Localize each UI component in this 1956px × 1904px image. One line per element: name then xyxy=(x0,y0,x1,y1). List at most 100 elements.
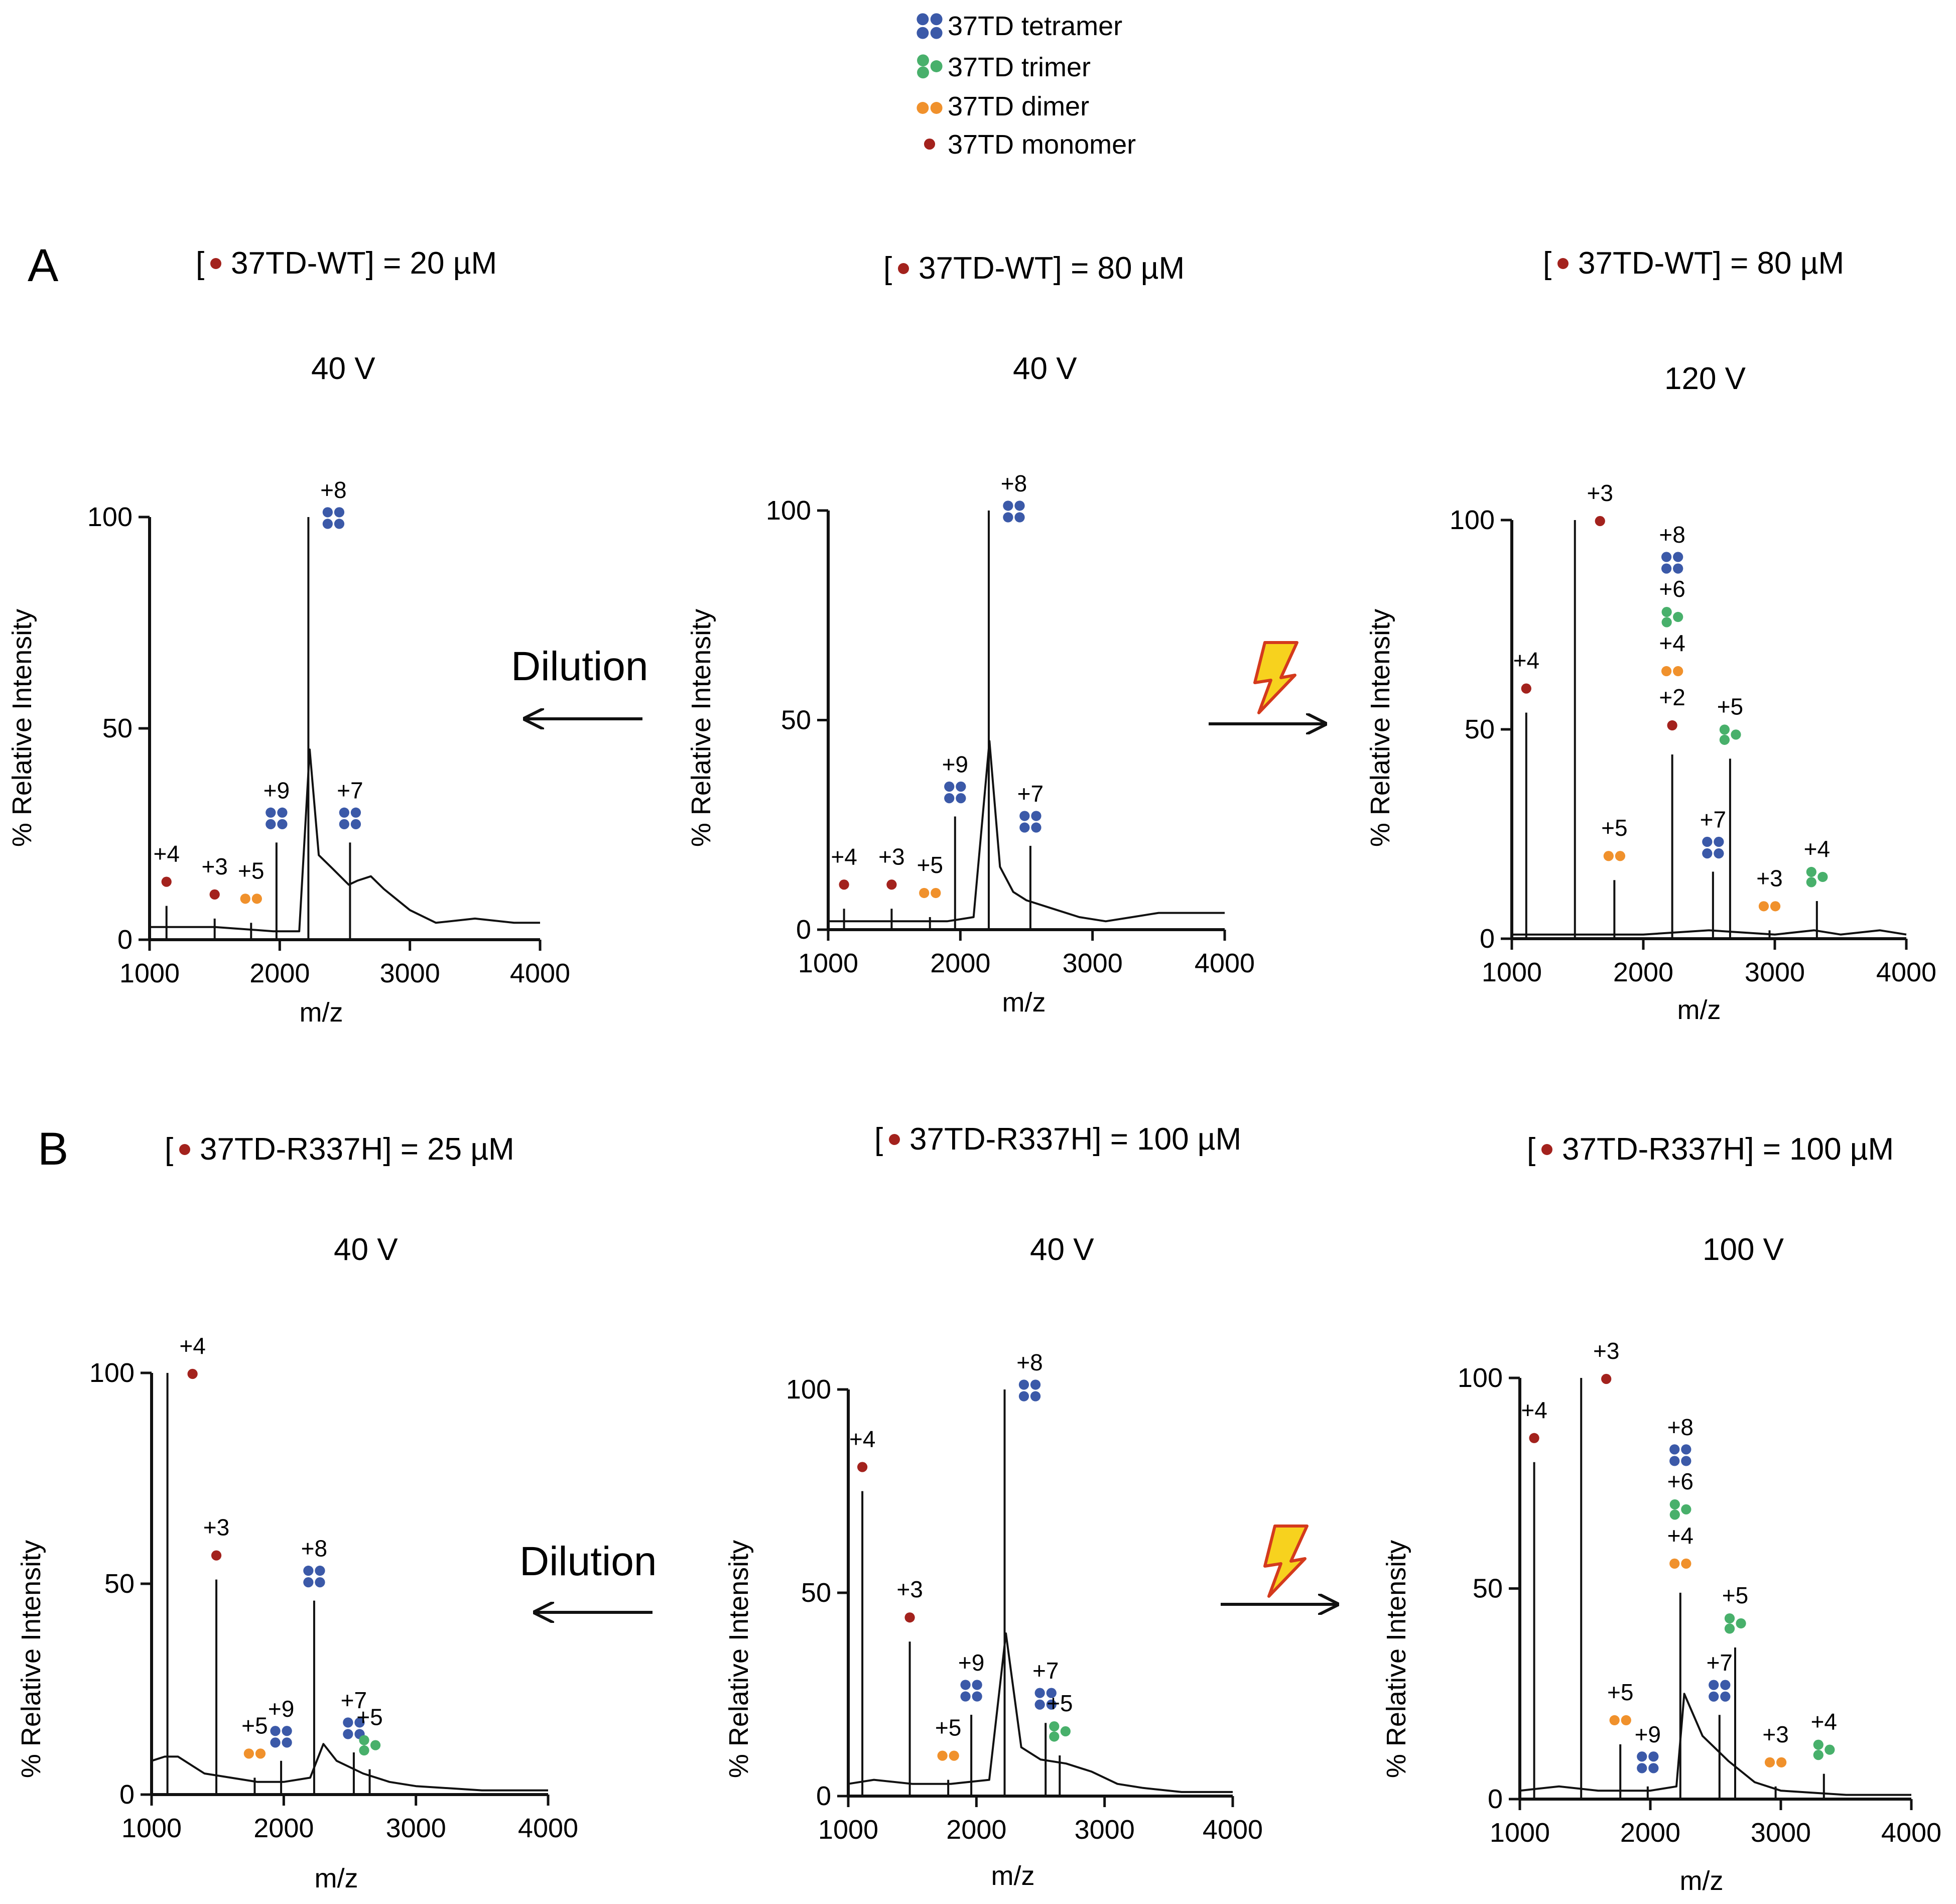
peak-charge-label: +3 xyxy=(203,1514,229,1541)
peak-charge-label: +8 xyxy=(1667,1414,1693,1440)
spectrum-baseline-trace xyxy=(1519,1693,1911,1796)
peak-charge-label: +5 xyxy=(1601,815,1627,841)
y-axis-label: % Relative Intensity xyxy=(686,609,716,847)
spectrum-panel-b-right: [37TD-R337H] = 100 µM 100 V 0 50 100 1000 2000… xyxy=(1381,1132,1941,1896)
x-tick-label: 1000 xyxy=(121,1813,182,1843)
peak-species-tetramer-icon xyxy=(266,807,288,830)
peak-species-monomer-icon xyxy=(187,1368,198,1379)
peak-species-trimer-icon xyxy=(1719,724,1741,745)
peak-species-monomer-icon xyxy=(904,1612,915,1623)
dilution-label-a: Dilution xyxy=(511,644,648,689)
legend-label-tetramer: 37TD tetramer xyxy=(948,11,1122,41)
panel-b-activation-arrow xyxy=(1221,1525,1337,1604)
spectrum-baseline-trace xyxy=(1512,929,1907,936)
chart-title-text: 37TD-WT] = 80 µM xyxy=(1578,246,1844,281)
chart-title-text: 37TD-R337H] = 100 µM xyxy=(909,1122,1241,1157)
cone-voltage-label: 40 V xyxy=(311,351,375,386)
y-tick-label: 100 xyxy=(87,502,133,532)
cone-voltage-label: 40 V xyxy=(334,1232,398,1267)
legend-label-trimer: 37TD trimer xyxy=(948,52,1091,82)
monomer-dot-icon xyxy=(898,263,909,274)
y-axis-label: % Relative Intensity xyxy=(724,1540,754,1778)
peak-charge-label: +3 xyxy=(1587,480,1613,506)
peak-charge-label: +4 xyxy=(1659,630,1685,656)
x-tick-label: 2000 xyxy=(249,958,310,988)
peak-species-dimer-icon xyxy=(1609,1715,1631,1726)
panel-a-activation-arrow xyxy=(1209,641,1325,724)
peak-charge-label: +4 xyxy=(1513,648,1539,674)
peak-charge-label: +9 xyxy=(958,1649,984,1676)
x-tick-label: 4000 xyxy=(1876,957,1936,987)
peak-charge-label: +3 xyxy=(878,843,904,869)
x-tick-label: 1000 xyxy=(798,948,858,978)
y-tick-label: 100 xyxy=(766,495,811,526)
peak-species-tetramer-icon xyxy=(270,1726,292,1748)
peak-species-tetramer-icon xyxy=(343,1717,365,1739)
peak-species-dimer-icon xyxy=(240,894,262,904)
peak-species-tetramer-icon xyxy=(322,507,345,529)
peak-charge-label: +8 xyxy=(301,1536,327,1562)
peak-charge-label: +4 xyxy=(1667,1522,1693,1549)
y-tick-label: 100 xyxy=(1458,1363,1503,1393)
cone-voltage-label: 100 V xyxy=(1703,1232,1784,1267)
peak-charge-label: +8 xyxy=(1659,522,1685,548)
y-tick-label: 0 xyxy=(119,1780,135,1810)
y-tick-label: 0 xyxy=(816,1781,831,1811)
x-tick-label: 1000 xyxy=(1482,957,1542,987)
x-tick-label: 3000 xyxy=(1075,1815,1135,1845)
x-tick-label: 3000 xyxy=(380,958,440,988)
peak-species-dimer-icon xyxy=(1669,1558,1691,1569)
x-tick-label: 2000 xyxy=(1613,957,1673,987)
chart-title: [37TD-R337H] = 100 µM xyxy=(874,1122,1241,1157)
peak-species-monomer-icon xyxy=(839,879,849,890)
x-tick-label: 2000 xyxy=(930,948,990,978)
y-tick-label: 50 xyxy=(781,705,811,735)
monomer-dot-icon xyxy=(179,1144,190,1155)
panel-letter-a: A xyxy=(28,240,59,291)
chart-title-bracket: [ xyxy=(883,251,892,286)
chart-title-text: 37TD-R337H] = 25 µM xyxy=(200,1132,514,1167)
peak-charge-label: +4 xyxy=(1811,1709,1837,1735)
peak-species-tetramer-icon xyxy=(1702,836,1724,859)
peak-species-tetramer-icon xyxy=(1019,811,1041,833)
peak-charge-label: +5 xyxy=(1722,1582,1748,1608)
panel-a-dilution-arrow: Dilution xyxy=(511,644,648,719)
legend: 37TD tetramer 37TD trimer 37TD dimer 37T… xyxy=(917,11,1136,160)
x-tick-label: 2000 xyxy=(1620,1818,1680,1848)
x-tick-label: 3000 xyxy=(1063,948,1123,978)
peak-species-tetramer-icon xyxy=(1034,1688,1057,1710)
chart-title-bracket: [ xyxy=(196,246,204,281)
chart-title: [37TD-WT] = 80 µM xyxy=(1543,246,1844,281)
peak-species-trimer-icon xyxy=(1669,1499,1691,1520)
x-axis-label: m/z xyxy=(1677,995,1721,1025)
peak-charge-label: +4 xyxy=(179,1333,205,1359)
peak-charge-label: +9 xyxy=(942,751,968,778)
chart-title-bracket: [ xyxy=(1543,246,1551,281)
peak-species-dimer-icon xyxy=(1661,666,1683,677)
x-tick-label: 4000 xyxy=(510,958,570,988)
peak-charge-label: +9 xyxy=(268,1696,294,1722)
x-tick-label: 3000 xyxy=(386,1813,446,1843)
peak-charge-label: +7 xyxy=(1700,807,1726,833)
peak-charge-label: +3 xyxy=(1762,1721,1788,1747)
peak-charge-label: +8 xyxy=(1001,470,1027,496)
peak-species-monomer-icon xyxy=(857,1462,868,1472)
peak-species-monomer-icon xyxy=(1601,1373,1612,1384)
chart-title: [37TD-WT] = 20 µM xyxy=(196,246,497,281)
y-tick-label: 0 xyxy=(1480,924,1495,954)
y-tick-label: 0 xyxy=(796,915,811,945)
x-tick-label: 2000 xyxy=(946,1815,1006,1845)
x-tick-label: 1000 xyxy=(1490,1818,1550,1848)
y-tick-label: 100 xyxy=(1450,505,1495,535)
peak-charge-label: +2 xyxy=(1659,684,1685,710)
cone-voltage-label: 40 V xyxy=(1013,351,1077,386)
peak-charge-label: +8 xyxy=(320,477,346,503)
spectrum-baseline-trace xyxy=(150,748,540,933)
monomer-dot-icon xyxy=(889,1134,900,1145)
peak-charge-label: +4 xyxy=(849,1426,875,1452)
peak-species-trimer-icon xyxy=(1806,866,1828,887)
peak-charge-label: +7 xyxy=(1707,1649,1733,1676)
peak-charge-label: +8 xyxy=(1016,1349,1042,1375)
legend-label-dimer: 37TD dimer xyxy=(948,91,1089,121)
